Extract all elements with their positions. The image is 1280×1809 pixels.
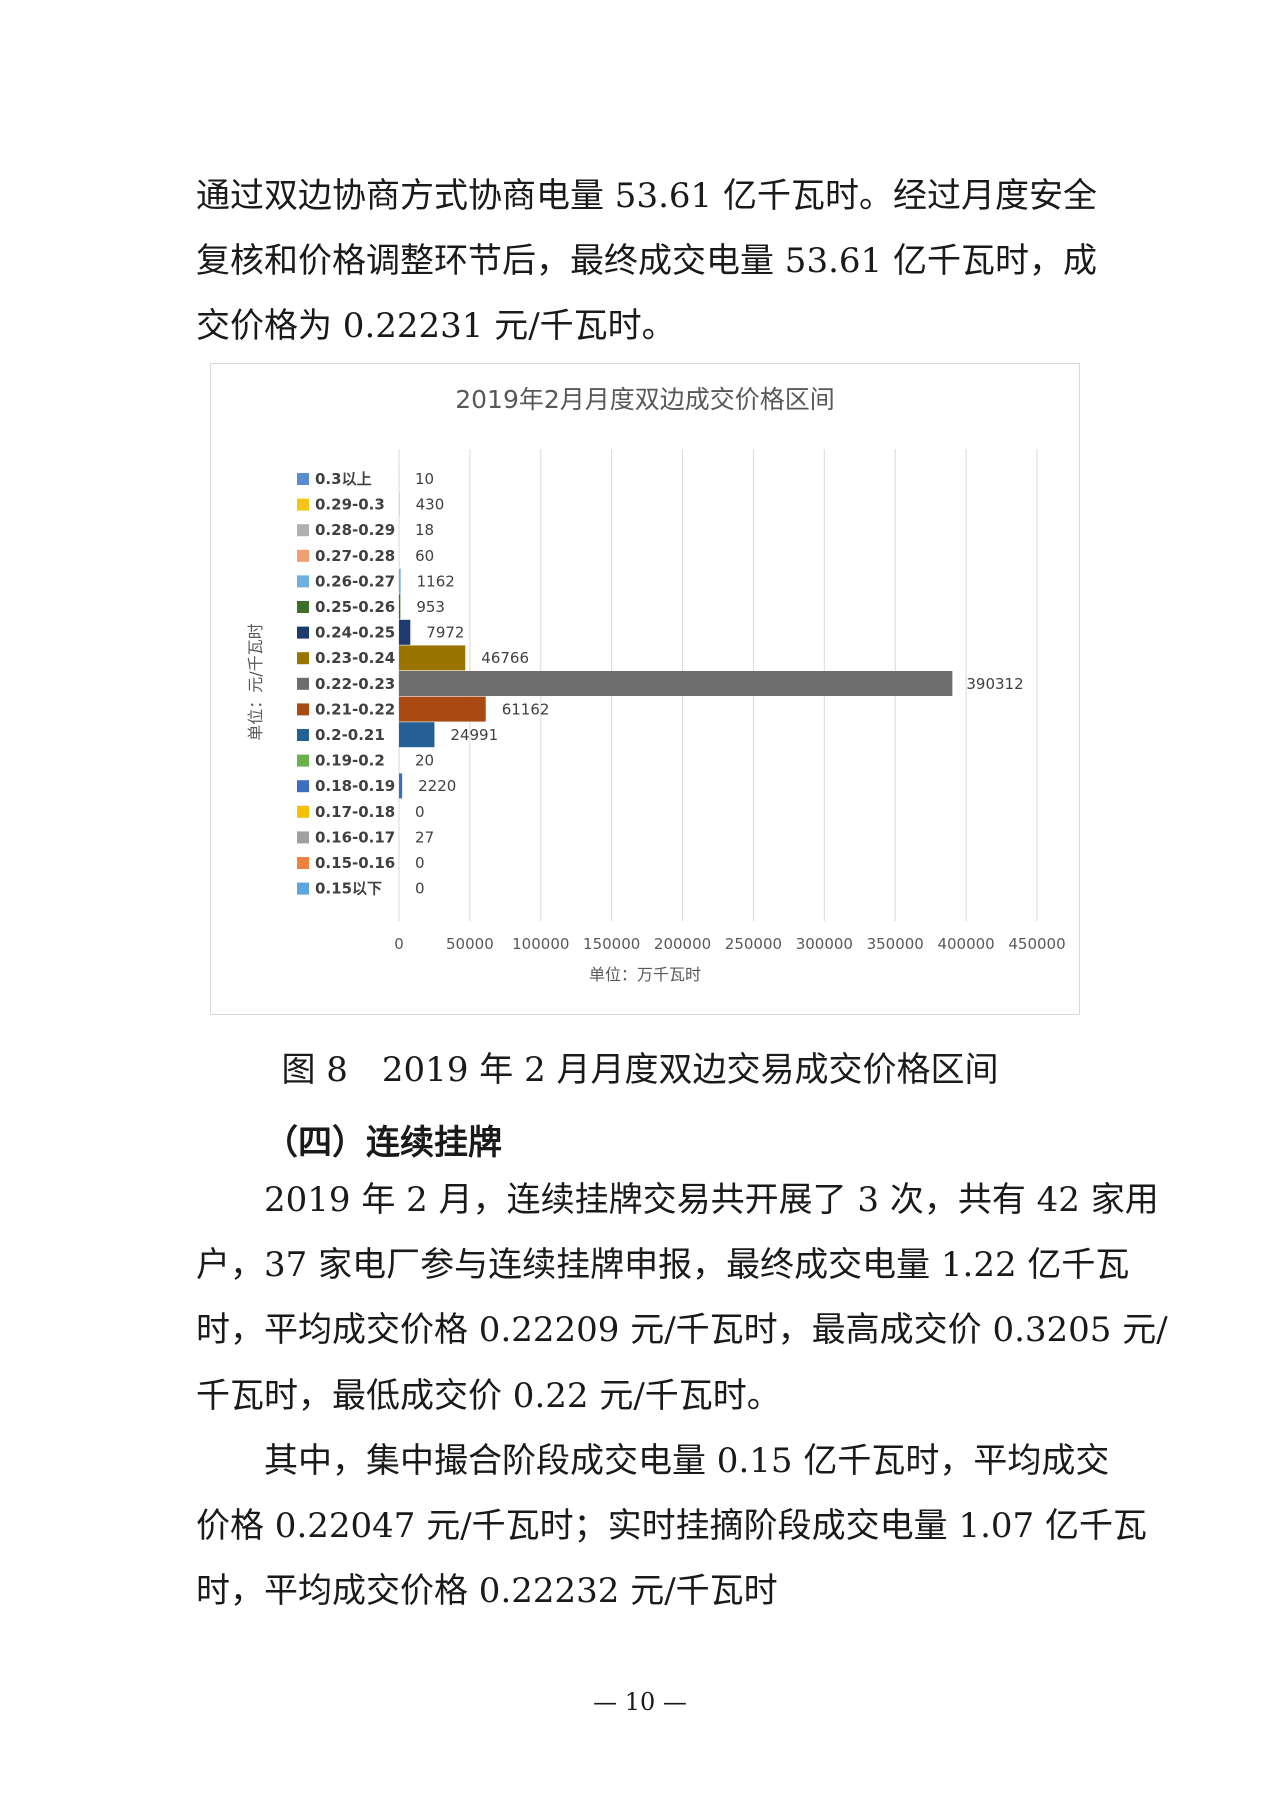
bar bbox=[399, 671, 953, 696]
legend-swatch bbox=[297, 729, 309, 741]
legend-label: 0.27-0.28 bbox=[315, 547, 395, 565]
legend-label: 0.17-0.18 bbox=[315, 803, 395, 821]
x-tick-label: 50000 bbox=[446, 935, 494, 953]
data-label: 0 bbox=[415, 854, 425, 872]
x-tick-label: 0 bbox=[394, 935, 404, 953]
legend-label: 0.3以上 bbox=[315, 470, 372, 488]
legend-swatch bbox=[297, 857, 309, 869]
legend-swatch bbox=[297, 677, 309, 690]
x-tick-label: 150000 bbox=[583, 935, 640, 953]
text-line: 时，平均成交价格 0.22232 元/千瓦时 bbox=[196, 1571, 778, 1611]
legend-swatch bbox=[297, 652, 309, 665]
text-line: 千瓦时，最低成交价 0.22 元/千瓦时。 bbox=[196, 1376, 781, 1416]
data-label: 61162 bbox=[502, 700, 550, 718]
legend-swatch bbox=[297, 473, 309, 485]
legend-label: 0.21-0.22 bbox=[315, 700, 395, 718]
legend-label: 0.18-0.19 bbox=[315, 777, 395, 795]
y-axis-title: 单位：元/千瓦时 bbox=[246, 623, 265, 740]
x-axis-title: 单位：万千瓦时 bbox=[589, 965, 701, 984]
legend-swatch bbox=[297, 549, 309, 562]
data-label: 2220 bbox=[418, 777, 456, 795]
bar bbox=[399, 619, 411, 645]
legend-swatch bbox=[297, 575, 309, 588]
bar bbox=[399, 491, 400, 517]
x-tick-label: 300000 bbox=[796, 935, 853, 953]
legend-label: 0.19-0.2 bbox=[315, 752, 385, 770]
legend-swatch bbox=[297, 626, 309, 639]
x-tick-label: 350000 bbox=[867, 935, 924, 953]
legend-label: 0.24-0.25 bbox=[315, 624, 395, 642]
legend-swatch bbox=[297, 882, 309, 895]
data-label: 430 bbox=[416, 496, 445, 514]
x-tick-label: 200000 bbox=[654, 935, 711, 953]
legend-swatch bbox=[297, 754, 309, 767]
chart-title: 2019年2月月度双边成交价格区间 bbox=[455, 385, 835, 414]
text-line: 其中，集中撮合阶段成交电量 0.15 亿千瓦时，平均成交 bbox=[264, 1441, 1110, 1481]
text-line: 2019 年 2 月，连续挂牌交易共开展了 3 次，共有 42 家用 bbox=[264, 1180, 1159, 1220]
legend-label: 0.15-0.16 bbox=[315, 854, 395, 872]
legend-swatch bbox=[297, 703, 309, 716]
text-line: 复核和价格调整环节后，最终成交电量 53.61 亿千瓦时，成 bbox=[196, 241, 1097, 281]
bar bbox=[399, 696, 486, 722]
data-label: 18 bbox=[415, 521, 434, 539]
text-line: 交价格为 0.22231 元/千瓦时。 bbox=[196, 306, 676, 346]
legend-swatch bbox=[297, 524, 309, 537]
legend-label: 0.28-0.29 bbox=[315, 521, 395, 539]
x-tick-label: 450000 bbox=[1008, 935, 1065, 953]
bar bbox=[399, 645, 466, 671]
x-tick-label: 400000 bbox=[937, 935, 994, 953]
bar bbox=[399, 722, 435, 748]
data-label: 1162 bbox=[417, 572, 455, 590]
x-tick-label: 100000 bbox=[512, 935, 569, 953]
legend-label: 0.26-0.27 bbox=[315, 572, 395, 590]
data-label: 24991 bbox=[450, 726, 498, 744]
legend-swatch bbox=[297, 498, 309, 511]
section-heading: （四）连续挂牌 bbox=[264, 1123, 502, 1163]
bar bbox=[399, 773, 403, 799]
legend-label: 0.25-0.26 bbox=[315, 598, 395, 616]
legend-label: 0.22-0.23 bbox=[315, 675, 395, 693]
text-line: 通过双边协商方式协商电量 53.61 亿千瓦时。经过月度安全 bbox=[196, 176, 1097, 216]
legend-swatch bbox=[297, 780, 309, 793]
data-label: 60 bbox=[415, 547, 434, 565]
bar bbox=[399, 594, 401, 620]
price-range-chart: 2019年2月月度双边成交价格区间 0 50000 100000 150000 20000… bbox=[210, 363, 1080, 1015]
page-number: — 10 — bbox=[593, 1688, 687, 1716]
text-line: 时，平均成交价格 0.22209 元/千瓦时，最高成交价 0.3205 元/ bbox=[196, 1310, 1168, 1350]
data-label: 0 bbox=[415, 880, 425, 898]
data-label: 0 bbox=[415, 803, 425, 821]
legend-swatch bbox=[297, 601, 309, 613]
data-label: 10 bbox=[415, 470, 434, 488]
data-label: 7972 bbox=[426, 624, 464, 642]
legend-label: 0.23-0.24 bbox=[315, 649, 395, 667]
legend-swatch bbox=[297, 805, 309, 818]
legend-label: 0.15以下 bbox=[315, 880, 382, 898]
data-label: 390312 bbox=[966, 675, 1023, 693]
data-label: 46766 bbox=[481, 649, 529, 667]
legend-label: 0.16-0.17 bbox=[315, 828, 395, 846]
figure-caption: 图 8 2019 年 2 月月度双边交易成交价格区间 bbox=[281, 1050, 999, 1090]
data-label: 27 bbox=[415, 828, 434, 846]
legend-swatch bbox=[297, 831, 309, 844]
data-label: 20 bbox=[415, 752, 434, 770]
text-line: 价格 0.22047 元/千瓦时；实时挂摘阶段成交电量 1.07 亿千瓦 bbox=[196, 1506, 1147, 1546]
data-label: 953 bbox=[416, 598, 445, 616]
legend-label: 0.2-0.21 bbox=[315, 726, 385, 744]
bar bbox=[399, 568, 401, 594]
text-line: 户，37 家电厂参与连续挂牌申报，最终成交电量 1.22 亿千瓦 bbox=[196, 1245, 1130, 1285]
x-tick-label: 250000 bbox=[725, 935, 782, 953]
legend-label: 0.29-0.3 bbox=[315, 496, 385, 514]
